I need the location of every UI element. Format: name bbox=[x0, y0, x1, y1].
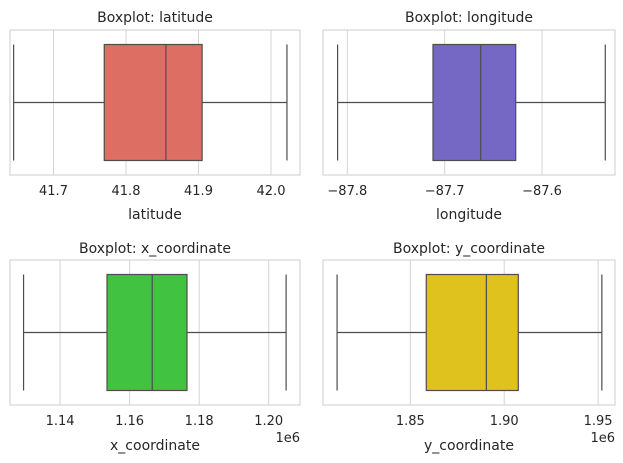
panel-x-coordinate: Boxplot: x_coordinate 1.14 1.16 1.18 1.20 x… bbox=[9, 241, 301, 454]
boxplot bbox=[337, 43, 606, 162]
panel-title: Boxplot: y_coordinate bbox=[393, 241, 545, 257]
panel-title: Boxplot: latitude bbox=[97, 10, 213, 26]
x-axis-label: y_coordinate bbox=[424, 438, 514, 454]
x-tick-label: 42.0 bbox=[257, 184, 286, 199]
x-tick-label: 1.18 bbox=[185, 414, 214, 429]
x-tick-label: −87.6 bbox=[522, 184, 562, 199]
x-tick-label: 41.7 bbox=[39, 184, 68, 199]
x-tick-label: 1.90 bbox=[490, 414, 519, 429]
boxplot bbox=[22, 273, 287, 392]
x-tick-labels: 1.85 1.90 1.95 bbox=[396, 414, 613, 429]
panel-title: Boxplot: x_coordinate bbox=[79, 241, 231, 257]
x-tick-label: −87.8 bbox=[327, 184, 367, 199]
x-tick-label: 1.16 bbox=[115, 414, 144, 429]
panel-title: Boxplot: longitude bbox=[405, 10, 533, 26]
x-tick-label: 1.20 bbox=[254, 414, 283, 429]
x-tick-label: 1.95 bbox=[584, 414, 613, 429]
axis-offset-label: 1e6 bbox=[590, 431, 615, 446]
x-tick-label: 41.9 bbox=[184, 184, 213, 199]
x-tick-labels: −87.8 −87.7 −87.6 bbox=[327, 184, 562, 199]
x-tick-label: −87.7 bbox=[425, 184, 465, 199]
panel-y-coordinate: Boxplot: y_coordinate 1.85 1.90 1.95 y_coo… bbox=[322, 241, 616, 454]
box-iqr bbox=[106, 273, 188, 392]
x-tick-labels: 1.14 1.16 1.18 1.20 bbox=[46, 414, 284, 429]
panel-latitude: Boxplot: latitude 41.7 41.8 41.9 42.0 latit… bbox=[9, 10, 301, 223]
x-axis-label: longitude bbox=[436, 207, 502, 223]
boxplot bbox=[336, 273, 603, 392]
box-iqr bbox=[432, 43, 517, 162]
box-iqr bbox=[425, 273, 519, 392]
boxplot bbox=[13, 43, 288, 162]
panel-longitude: Boxplot: longitude −87.8 −87.7 −87.6 longi… bbox=[322, 10, 616, 223]
x-tick-label: 41.8 bbox=[112, 184, 141, 199]
box-iqr bbox=[103, 43, 203, 162]
x-tick-label: 1.14 bbox=[46, 414, 75, 429]
axis-offset-label: 1e6 bbox=[275, 431, 300, 446]
x-tick-label: 1.85 bbox=[396, 414, 425, 429]
x-axis-label: latitude bbox=[128, 207, 182, 223]
x-tick-labels: 41.7 41.8 41.9 42.0 bbox=[39, 184, 285, 199]
x-axis-label: x_coordinate bbox=[110, 438, 200, 454]
